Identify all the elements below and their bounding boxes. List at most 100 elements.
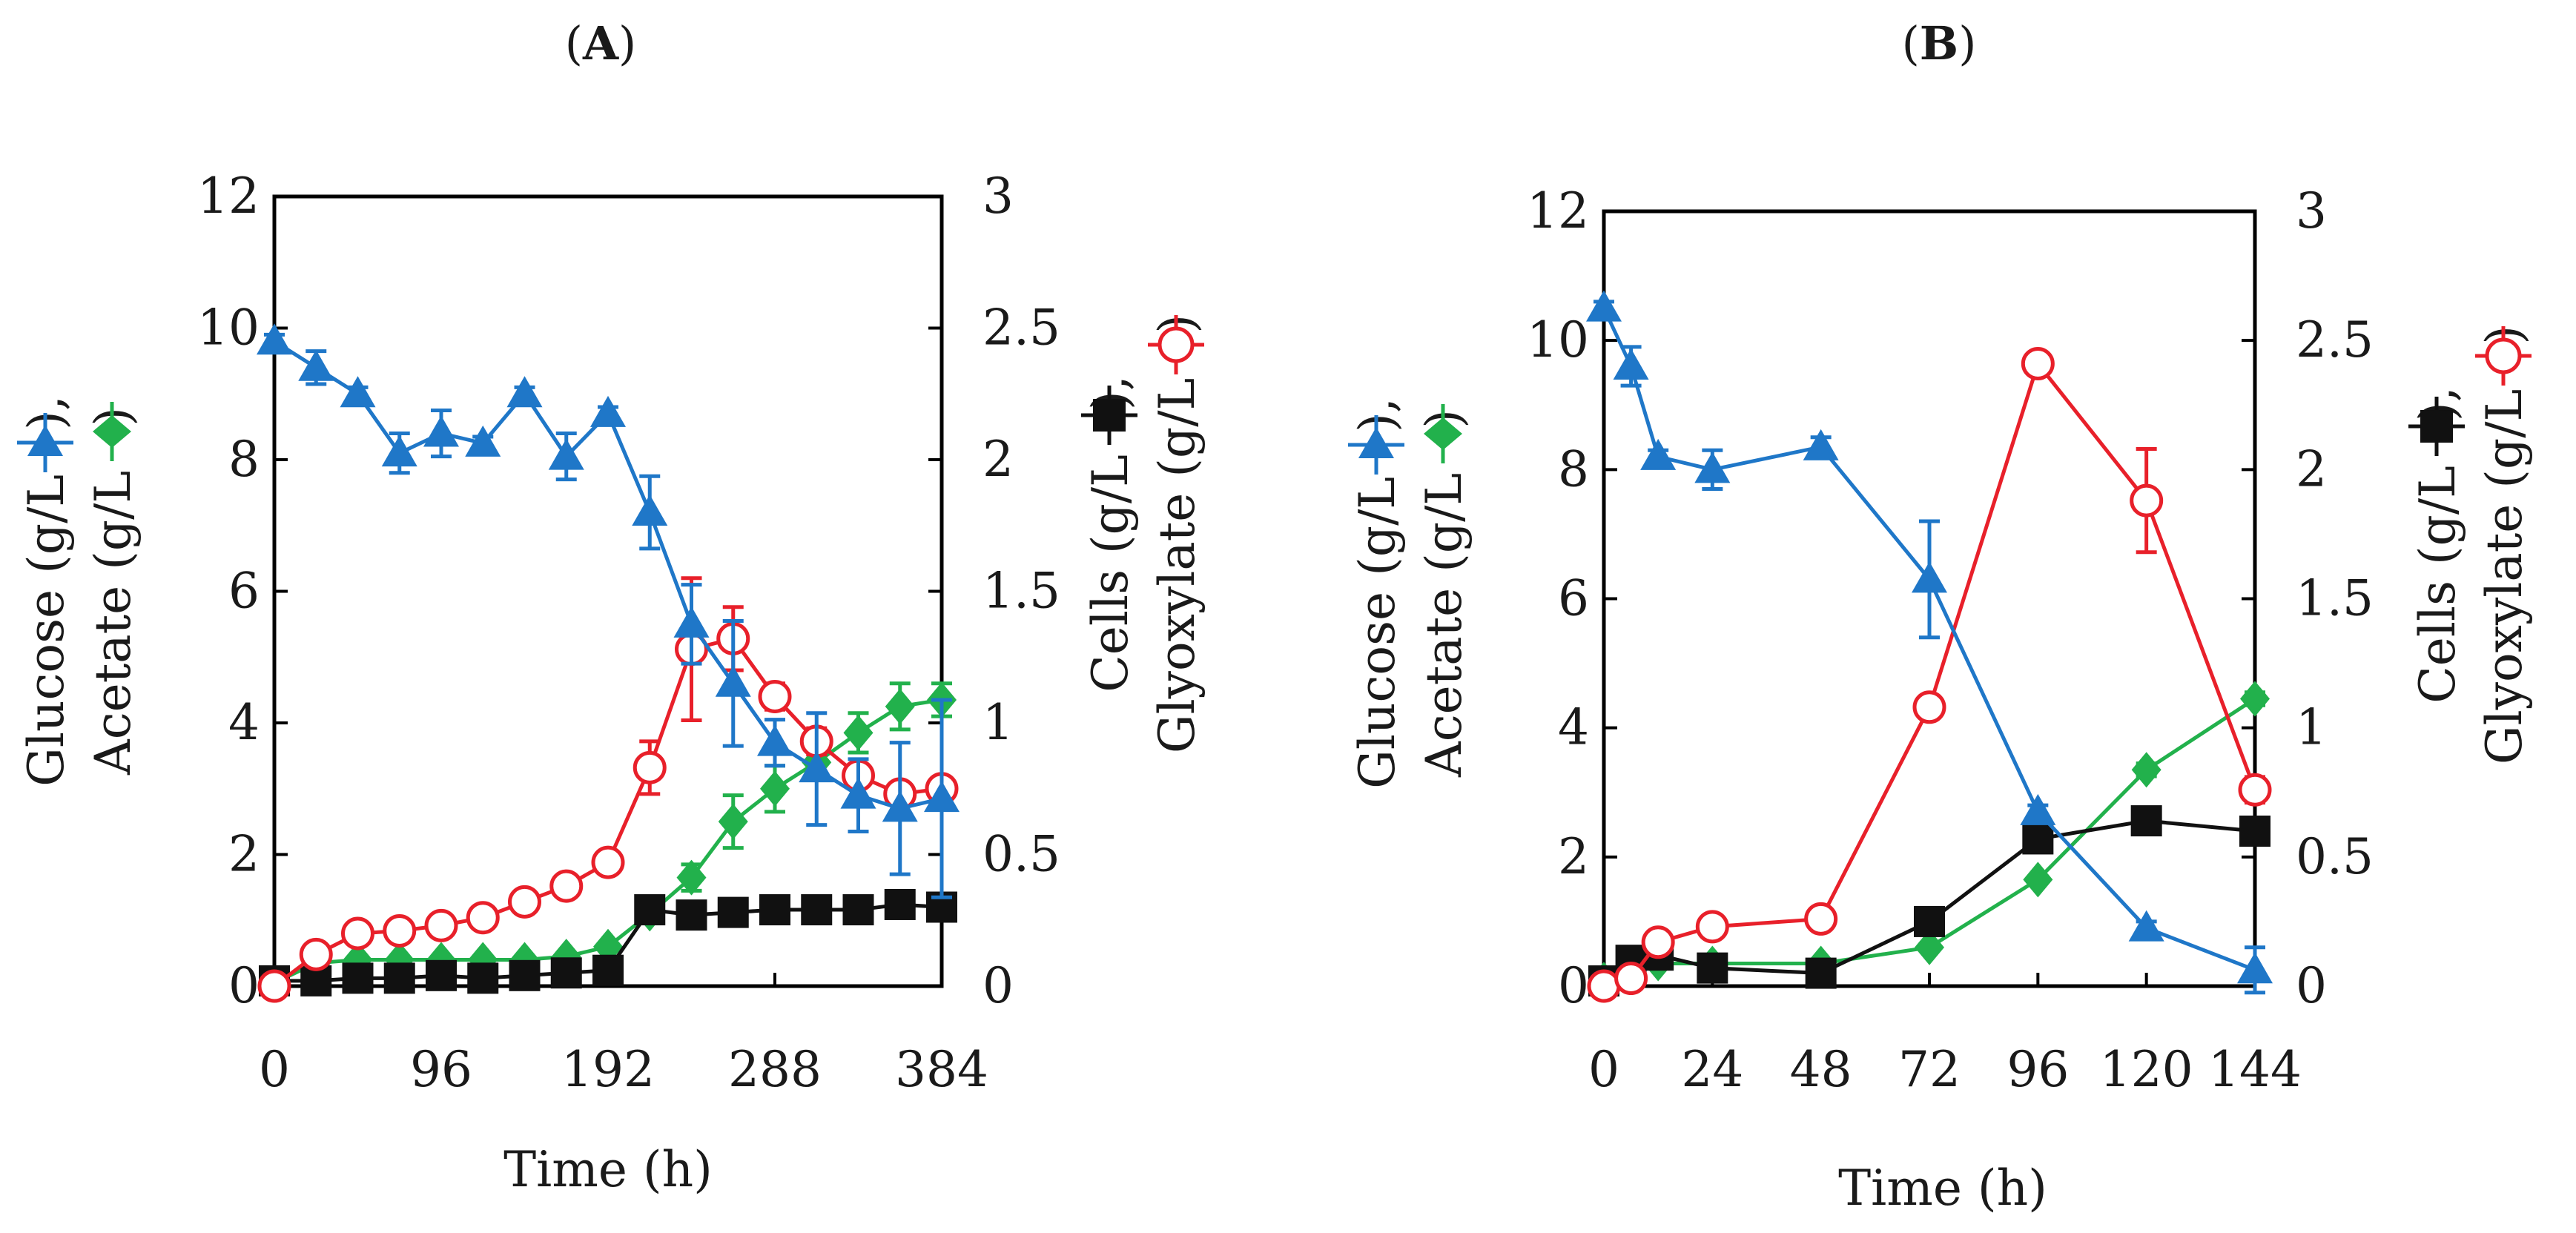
data-point-acetate [885,688,915,724]
data-point-glyoxylate [758,680,792,713]
data-point-glucose [799,751,835,783]
data-point-acetate [1915,929,1944,965]
data-point-glyoxylate [1614,962,1648,996]
x-tick-label: 0 [1588,1041,1619,1098]
y-right-tick-label: 0.5 [982,826,1060,883]
y-right-tick-label: 2 [2296,440,2327,498]
svg-text:Cells (g/L),: Cells (g/L), [1082,375,1139,692]
y-right-tick-label: 0 [2296,957,2327,1014]
panel-a-y-left-title-acetate: Acetate (g/L [85,471,142,776]
panel-b-label-close: ) [1958,16,1976,70]
data-point-glucose [1912,561,1947,593]
data-point-cells [1805,957,1837,989]
panel-a-y-right-title-cells: Cells (g/L [1082,454,1139,692]
x-tick-label: 288 [728,1041,822,1098]
panel-b-glyoxylate-legend [2475,326,2532,386]
data-point-glucose [381,435,417,467]
data-point-glyoxylate [424,908,458,942]
data-point-glucose [924,781,960,813]
data-point-glyoxylate [299,937,333,971]
panel-b-x-ticks: 0 24 48 72 96 120 144 [1588,973,2302,1098]
x-tick-label: 72 [1898,1041,1961,1098]
x-tick-label: 120 [2100,1041,2193,1098]
y-left-tick-label: 10 [197,300,260,357]
data-point-glyoxylate [257,969,291,1003]
y-right-tick-label: 3 [2296,182,2327,239]
data-point-glucose [1694,452,1731,483]
series-glucose [1586,290,2273,995]
x-tick-label: 48 [1790,1041,1852,1098]
y-left-tick-label: 10 [1527,311,1589,368]
data-point-glucose [298,349,334,381]
y-left-tick-label: 6 [228,563,260,620]
data-point-glucose [840,777,876,809]
data-point-glyoxylate [1695,910,1729,944]
data-point-cells [717,896,749,928]
y-left-tick-label: 12 [197,168,260,225]
data-point-glyoxylate [341,916,374,951]
data-point-glyoxylate [633,750,667,784]
x-tick-label: 0 [259,1041,290,1098]
data-point-cells [634,894,666,926]
data-point-glucose [673,606,710,638]
panel-b-cells-legend [2408,397,2465,456]
y-left-tick-label: 2 [228,826,260,883]
y-left-tick-label: 12 [1527,182,1589,239]
data-point-cells [342,962,374,994]
panel-b-y-right-title-glyoxylate: Glyoxylate (g/L [2476,389,2533,764]
data-point-cells [1697,952,1728,984]
data-point-glucose [548,438,584,470]
data-point-cells [676,899,707,931]
panel-b-label-open: ( [1902,16,1920,70]
data-point-glucose [1803,429,1839,460]
y-left-tick-label: 0 [1558,957,1589,1014]
x-tick-label: 96 [410,1041,472,1098]
data-point-glyoxylate [1804,902,1838,936]
y-right-tick-label: 2.5 [982,300,1060,357]
data-point-glyoxylate [383,913,417,948]
black-square-icon [1093,399,1126,432]
data-point-cells [426,959,457,991]
panel-b-label-letter: B [1920,16,1958,70]
red-open-circle-icon [1157,326,1195,363]
x-tick-label: 96 [2007,1041,2069,1098]
data-point-glucose [423,415,459,447]
y-right-tick-label: 1.5 [982,563,1060,620]
panel-a-acetate-legend [93,402,131,461]
data-point-glyoxylate [1912,690,1946,724]
y-right-tick-label: 2.5 [2296,311,2374,368]
panel-b-y-left-title: Glucose (g/L), Acetate (g/L) [1348,397,1473,789]
series-glyoxylate [257,576,959,1003]
data-point-cells [801,894,833,926]
panel-b-y-left-title-glucose: Glucose (g/L [1349,477,1406,789]
x-tick-label: 144 [2208,1041,2302,1098]
data-point-glucose [590,395,626,427]
data-point-glucose [257,323,292,355]
panel-a-series [257,323,960,1003]
red-open-circle-icon [2485,337,2522,374]
panel-a: (A) 0 96 192 288 384 0 2 4 6 8 10 12 0 0.5 1 1.5 2 2.5 3… [17,16,1206,1198]
data-point-glucose [2128,910,2164,942]
series-glyoxylate [1587,347,2272,1003]
data-point-glucose [882,790,918,822]
svg-text:Glucose (g/L),: Glucose (g/L), [1349,397,1406,789]
data-point-glyoxylate [2130,483,2164,518]
data-point-acetate [843,715,873,751]
svg-text:Glyoxylate (g/L): Glyoxylate (g/L) [2476,325,2533,764]
panel-a-glucose-legend [17,413,73,472]
data-point-acetate [760,770,790,807]
data-point-glyoxylate [508,885,541,919]
y-left-tick-label: 4 [1558,699,1589,756]
green-diamond-icon [1424,417,1462,450]
panel-a-y-right-ticks: 0 0.5 1 1.5 2 2.5 3 [928,168,1060,1014]
svg-text:Glyoxylate (g/L): Glyoxylate (g/L) [1149,314,1206,753]
data-point-cells [884,888,916,920]
panel-b-y-left-title-acetate: Acetate (g/L [1416,473,1473,778]
panel-a-label-letter: A [582,16,619,70]
data-point-glucose [2237,952,2273,984]
panel-a-cells-legend [1081,386,1137,445]
panel-b-y-right-ticks: 0 0.5 1 1.5 2 2.5 3 [2242,182,2374,1014]
y-right-tick-label: 3 [982,168,1014,225]
